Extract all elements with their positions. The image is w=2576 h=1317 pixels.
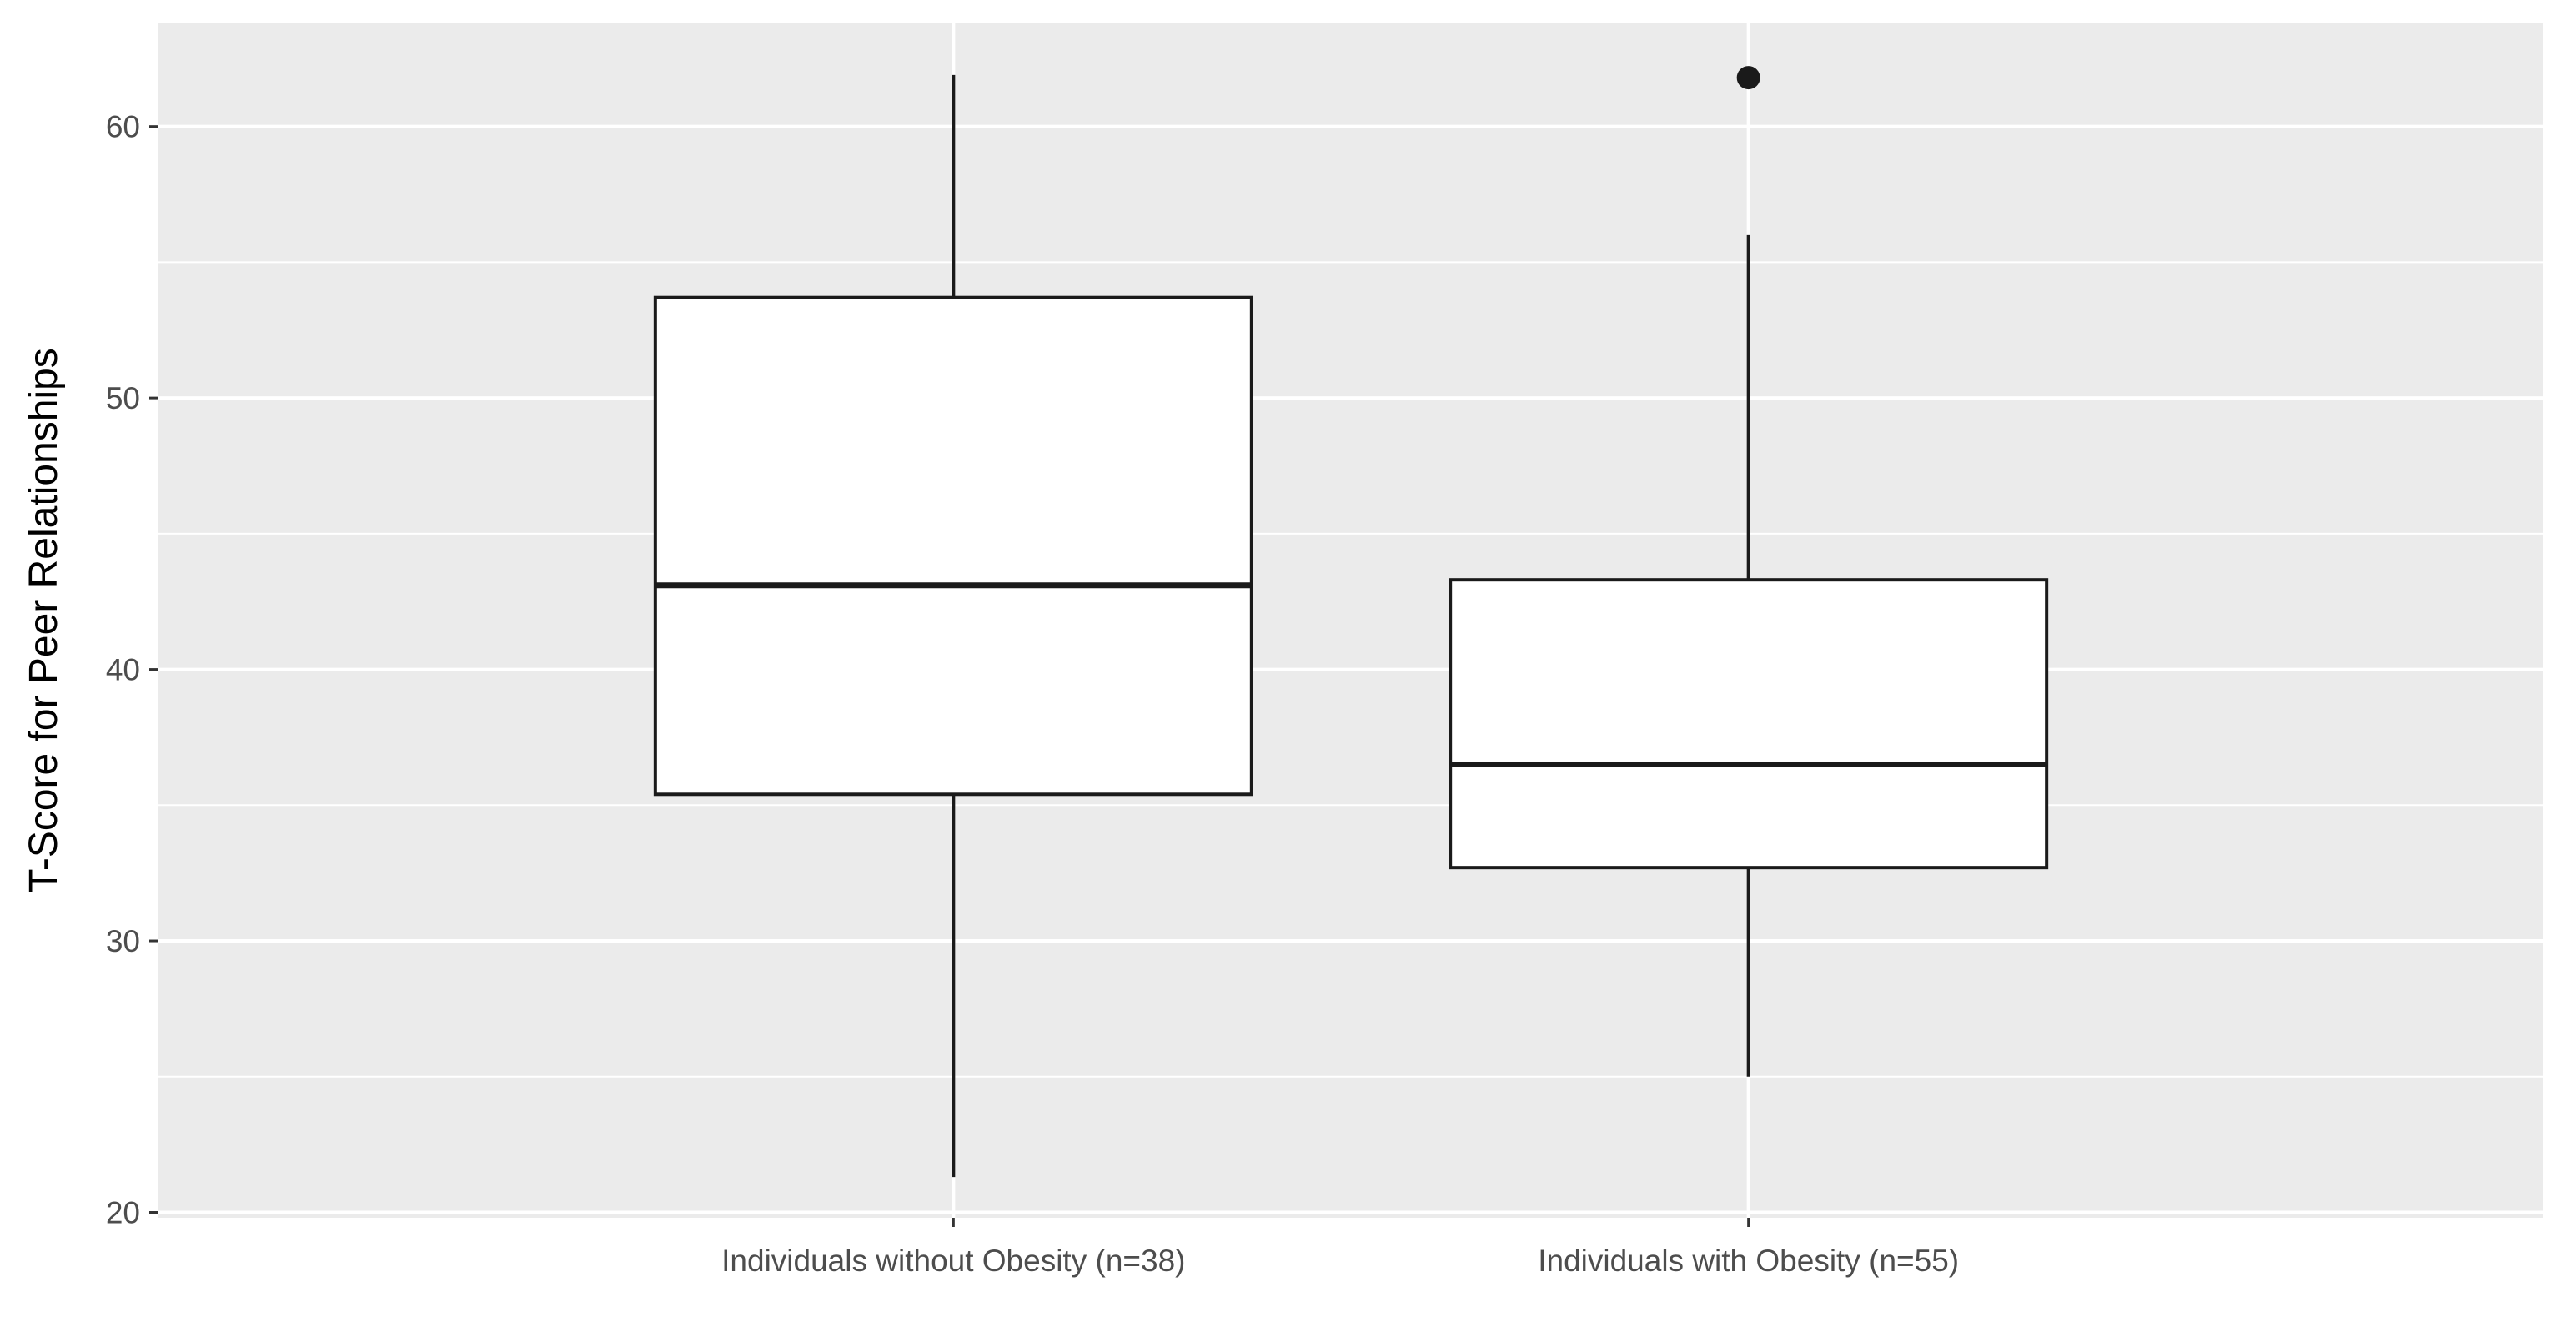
box-group <box>1449 66 2049 1077</box>
y-tick-label: 40 <box>106 653 140 687</box>
axis-labels: 20 30 40 50 60 Individuals without Obesity (n… <box>106 110 1959 1278</box>
box-group <box>653 74 1253 1178</box>
iqr-box <box>653 295 1253 797</box>
x-category-label: Individuals with Obesity (n=55) <box>1538 1244 1959 1278</box>
y-tick-label: 30 <box>106 924 140 958</box>
boxes-layer <box>653 66 2049 1178</box>
axis-ticks <box>149 125 1750 1227</box>
x-category-label: Individuals without Obesity (n=38) <box>721 1244 1185 1278</box>
outlier-point <box>1736 66 1760 90</box>
y-tick-label: 50 <box>106 381 140 415</box>
minor-gridlines <box>158 261 2543 1078</box>
iqr-box <box>1449 578 2049 870</box>
y-tick-label: 20 <box>106 1195 140 1229</box>
y-tick-label: 60 <box>106 110 140 144</box>
panel-background <box>158 23 2543 1218</box>
y-axis-title: T-Score for Peer Relationships <box>22 348 66 893</box>
